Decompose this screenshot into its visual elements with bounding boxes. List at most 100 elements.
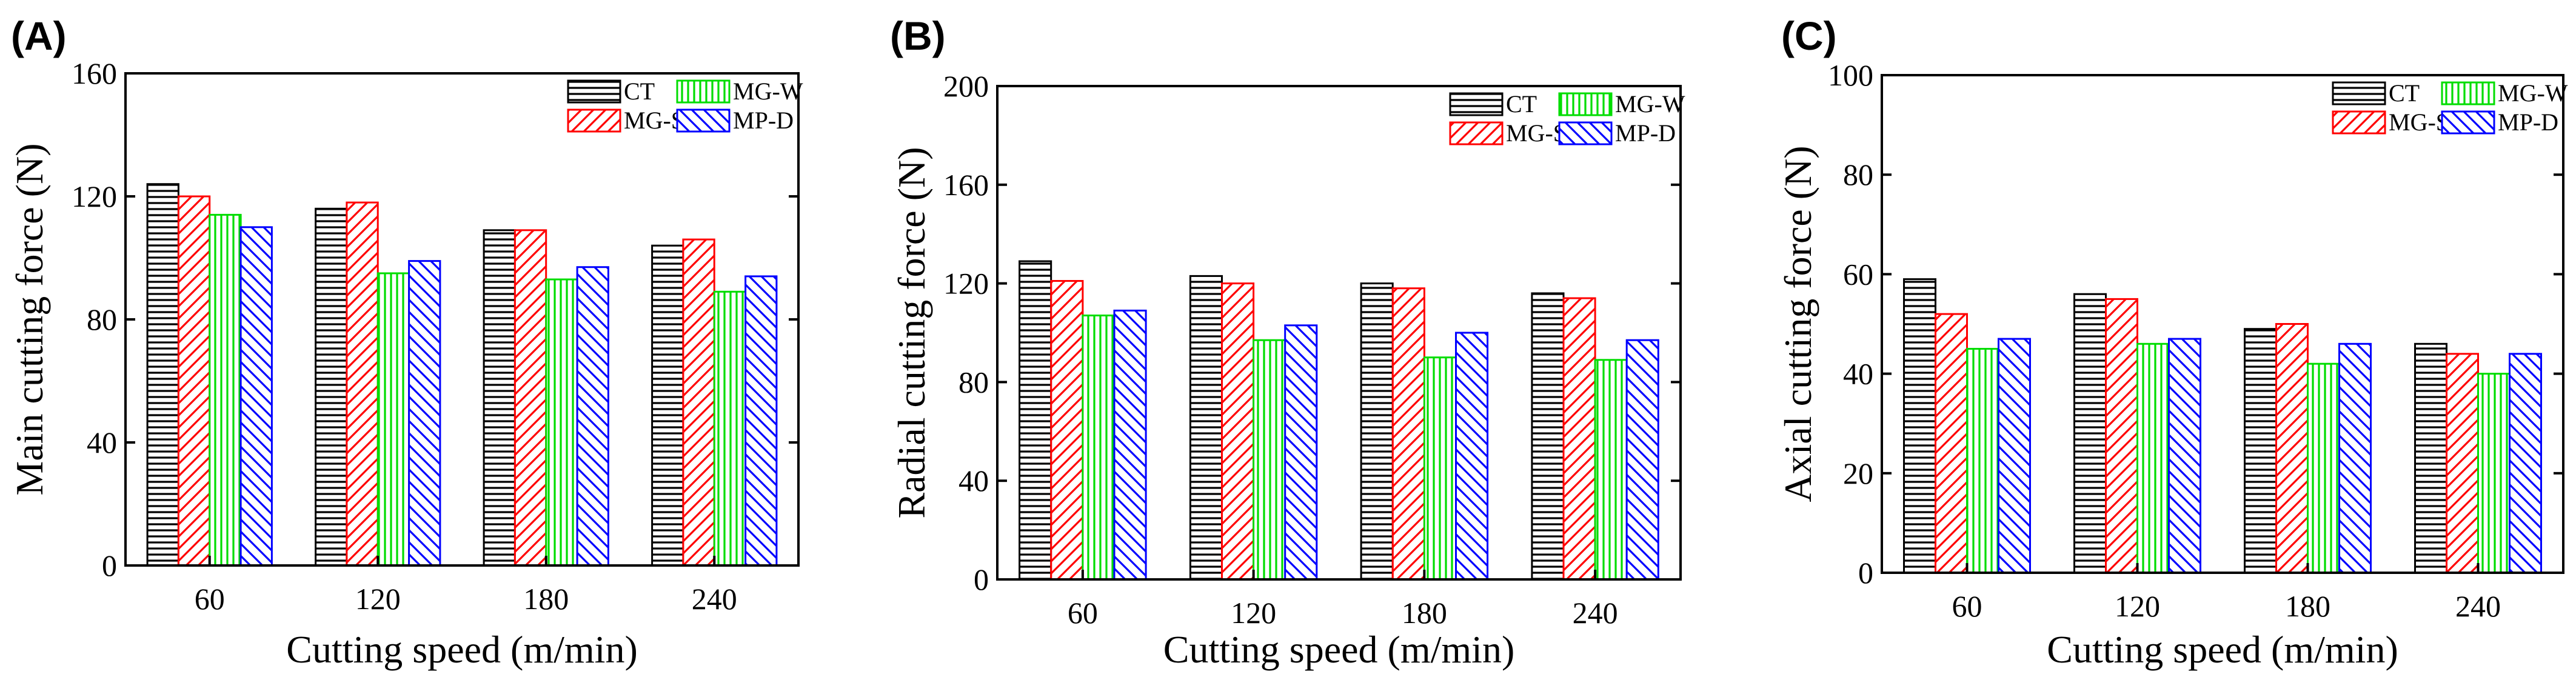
- x-tick-label: 120: [2115, 589, 2160, 623]
- x-tick-label: 240: [1573, 596, 1618, 630]
- legend: CT MG-W MG-S MP-D: [1449, 90, 1685, 147]
- bar-mg-w-120: [1253, 339, 1286, 581]
- bar-mg-w-120: [2136, 342, 2170, 574]
- y-tick-label: 0: [974, 562, 989, 596]
- bar-mp-d-120: [2168, 338, 2201, 574]
- plot-frame: [1881, 74, 2564, 574]
- bar-ct-180: [483, 229, 516, 567]
- bar-mg-s-180: [1391, 287, 1425, 581]
- bar-ct-240: [651, 244, 684, 567]
- y-tick-label: 80: [958, 365, 989, 399]
- bar-mg-s-240: [682, 238, 715, 567]
- legend-swatch-ct: [2332, 81, 2386, 105]
- y-tick-label: 120: [943, 267, 989, 301]
- bar-mg-w-60: [1082, 315, 1116, 581]
- y-tick-label: 0: [1858, 556, 1873, 590]
- bar-mg-w-240: [2477, 373, 2511, 574]
- bar-mg-s-60: [1935, 313, 1968, 574]
- x-tick-label: 180: [523, 582, 569, 616]
- legend-label-ct: CT: [2389, 79, 2420, 107]
- legend-label-ct: CT: [624, 78, 655, 105]
- bar-mg-w-60: [1966, 348, 1999, 574]
- bar-mg-w-180: [2307, 362, 2340, 574]
- legend-swatch-mg-w: [1558, 92, 1613, 116]
- x-tick-label: 240: [692, 582, 737, 616]
- bar-mg-s-240: [2446, 353, 2479, 574]
- bar-mp-d-240: [744, 275, 778, 567]
- y-axis-title: Main cutting force (N): [8, 143, 51, 495]
- legend-swatch-mg-w: [676, 79, 731, 104]
- bar-mg-w-60: [209, 213, 242, 567]
- y-tick-label: 60: [1843, 257, 1873, 291]
- legend-label-mp-d: MP-D: [733, 107, 794, 134]
- bar-mg-s-180: [514, 229, 547, 567]
- legend-label-mg-w: MG-W: [2498, 79, 2568, 107]
- y-tick-label: 40: [87, 425, 117, 459]
- legend-swatch-mg-s: [1449, 121, 1504, 145]
- bar-mg-s-180: [2275, 323, 2309, 574]
- legend-label-mg-s: MG-S: [1506, 119, 1567, 147]
- bar-mg-w-120: [376, 272, 410, 567]
- panel-b-label: (B): [890, 13, 946, 58]
- bar-mp-d-180: [576, 266, 609, 567]
- bar-mg-s-120: [1221, 282, 1255, 581]
- legend: CT MG-W MG-S MP-D: [567, 78, 803, 134]
- plot-frame: [996, 85, 1682, 581]
- bar-ct-240: [1531, 292, 1565, 581]
- legend-label-mg-w: MG-W: [733, 78, 803, 105]
- legend-swatch-mg-s: [567, 108, 621, 133]
- legend-label-ct: CT: [1506, 90, 1537, 118]
- bar-ct-120: [2073, 293, 2107, 574]
- bar-mg-s-120: [346, 201, 379, 567]
- legend-swatch-ct: [567, 79, 621, 104]
- panel-a-label: (A): [11, 13, 67, 58]
- legend-swatch-ct: [1449, 92, 1504, 116]
- y-tick-label: 120: [72, 179, 117, 213]
- bar-mp-d-120: [1284, 324, 1318, 581]
- y-axis-title: Radial cutting force (N): [890, 147, 933, 518]
- legend-swatch-mp-d: [1558, 121, 1613, 145]
- y-tick-label: 160: [943, 168, 989, 202]
- bar-mp-d-60: [1113, 309, 1147, 581]
- x-tick-label: 60: [1068, 596, 1098, 630]
- bar-ct-60: [1019, 260, 1052, 581]
- legend-label-mg-s: MG-S: [624, 107, 684, 134]
- x-axis-title: Cutting speed (m/min): [2047, 628, 2398, 671]
- y-tick-label: 80: [1843, 158, 1873, 192]
- bar-mg-s-240: [1562, 297, 1596, 581]
- legend-label-mg-w: MG-W: [1615, 90, 1685, 118]
- chart-panel-b: (B) 0 40 80 120 160 200 60 120 180 240 Cutting spee…: [890, 13, 1685, 671]
- panel-c-label: (C): [1781, 13, 1837, 58]
- y-axis-title: Axial cutting force (N): [1776, 145, 1819, 502]
- bar-mg-w-180: [545, 278, 578, 567]
- bar-mg-w-240: [713, 290, 747, 567]
- bar-mp-d-120: [408, 260, 441, 567]
- x-tick-label: 180: [1402, 596, 1447, 630]
- x-axis-title: Cutting speed (m/min): [1163, 628, 1515, 671]
- legend-label-mg-s: MG-S: [2389, 108, 2449, 136]
- bar-mp-d-60: [1998, 338, 2031, 574]
- bar-mp-d-180: [2338, 342, 2372, 574]
- x-axis-title: Cutting speed (m/min): [286, 628, 638, 671]
- y-tick-label: 0: [102, 549, 117, 582]
- y-tick-label: 20: [1843, 456, 1873, 490]
- bar-ct-120: [315, 207, 348, 567]
- legend-label-mp-d: MP-D: [1615, 119, 1676, 147]
- bar-mg-s-60: [1050, 280, 1084, 581]
- legend-swatch-mp-d: [2441, 110, 2495, 135]
- bar-mg-s-120: [2105, 298, 2138, 574]
- y-tick-label: 100: [1828, 58, 1873, 92]
- bar-mg-s-60: [177, 195, 211, 567]
- x-tick-label: 180: [2285, 589, 2330, 623]
- bar-ct-60: [1903, 278, 1936, 574]
- legend-label-mp-d: MP-D: [2498, 108, 2558, 136]
- legend-swatch-mp-d: [676, 108, 731, 133]
- y-tick-label: 80: [87, 302, 117, 336]
- x-tick-label: 120: [355, 582, 401, 616]
- x-tick-label: 240: [2455, 589, 2501, 623]
- bar-mp-d-240: [1625, 339, 1659, 581]
- y-tick-label: 40: [1843, 357, 1873, 391]
- x-tick-label: 120: [1231, 596, 1276, 630]
- chart-panel-c: (C) 0 20 40 60 80 100 60 120 180 240 Cutting speed …: [1776, 13, 2568, 671]
